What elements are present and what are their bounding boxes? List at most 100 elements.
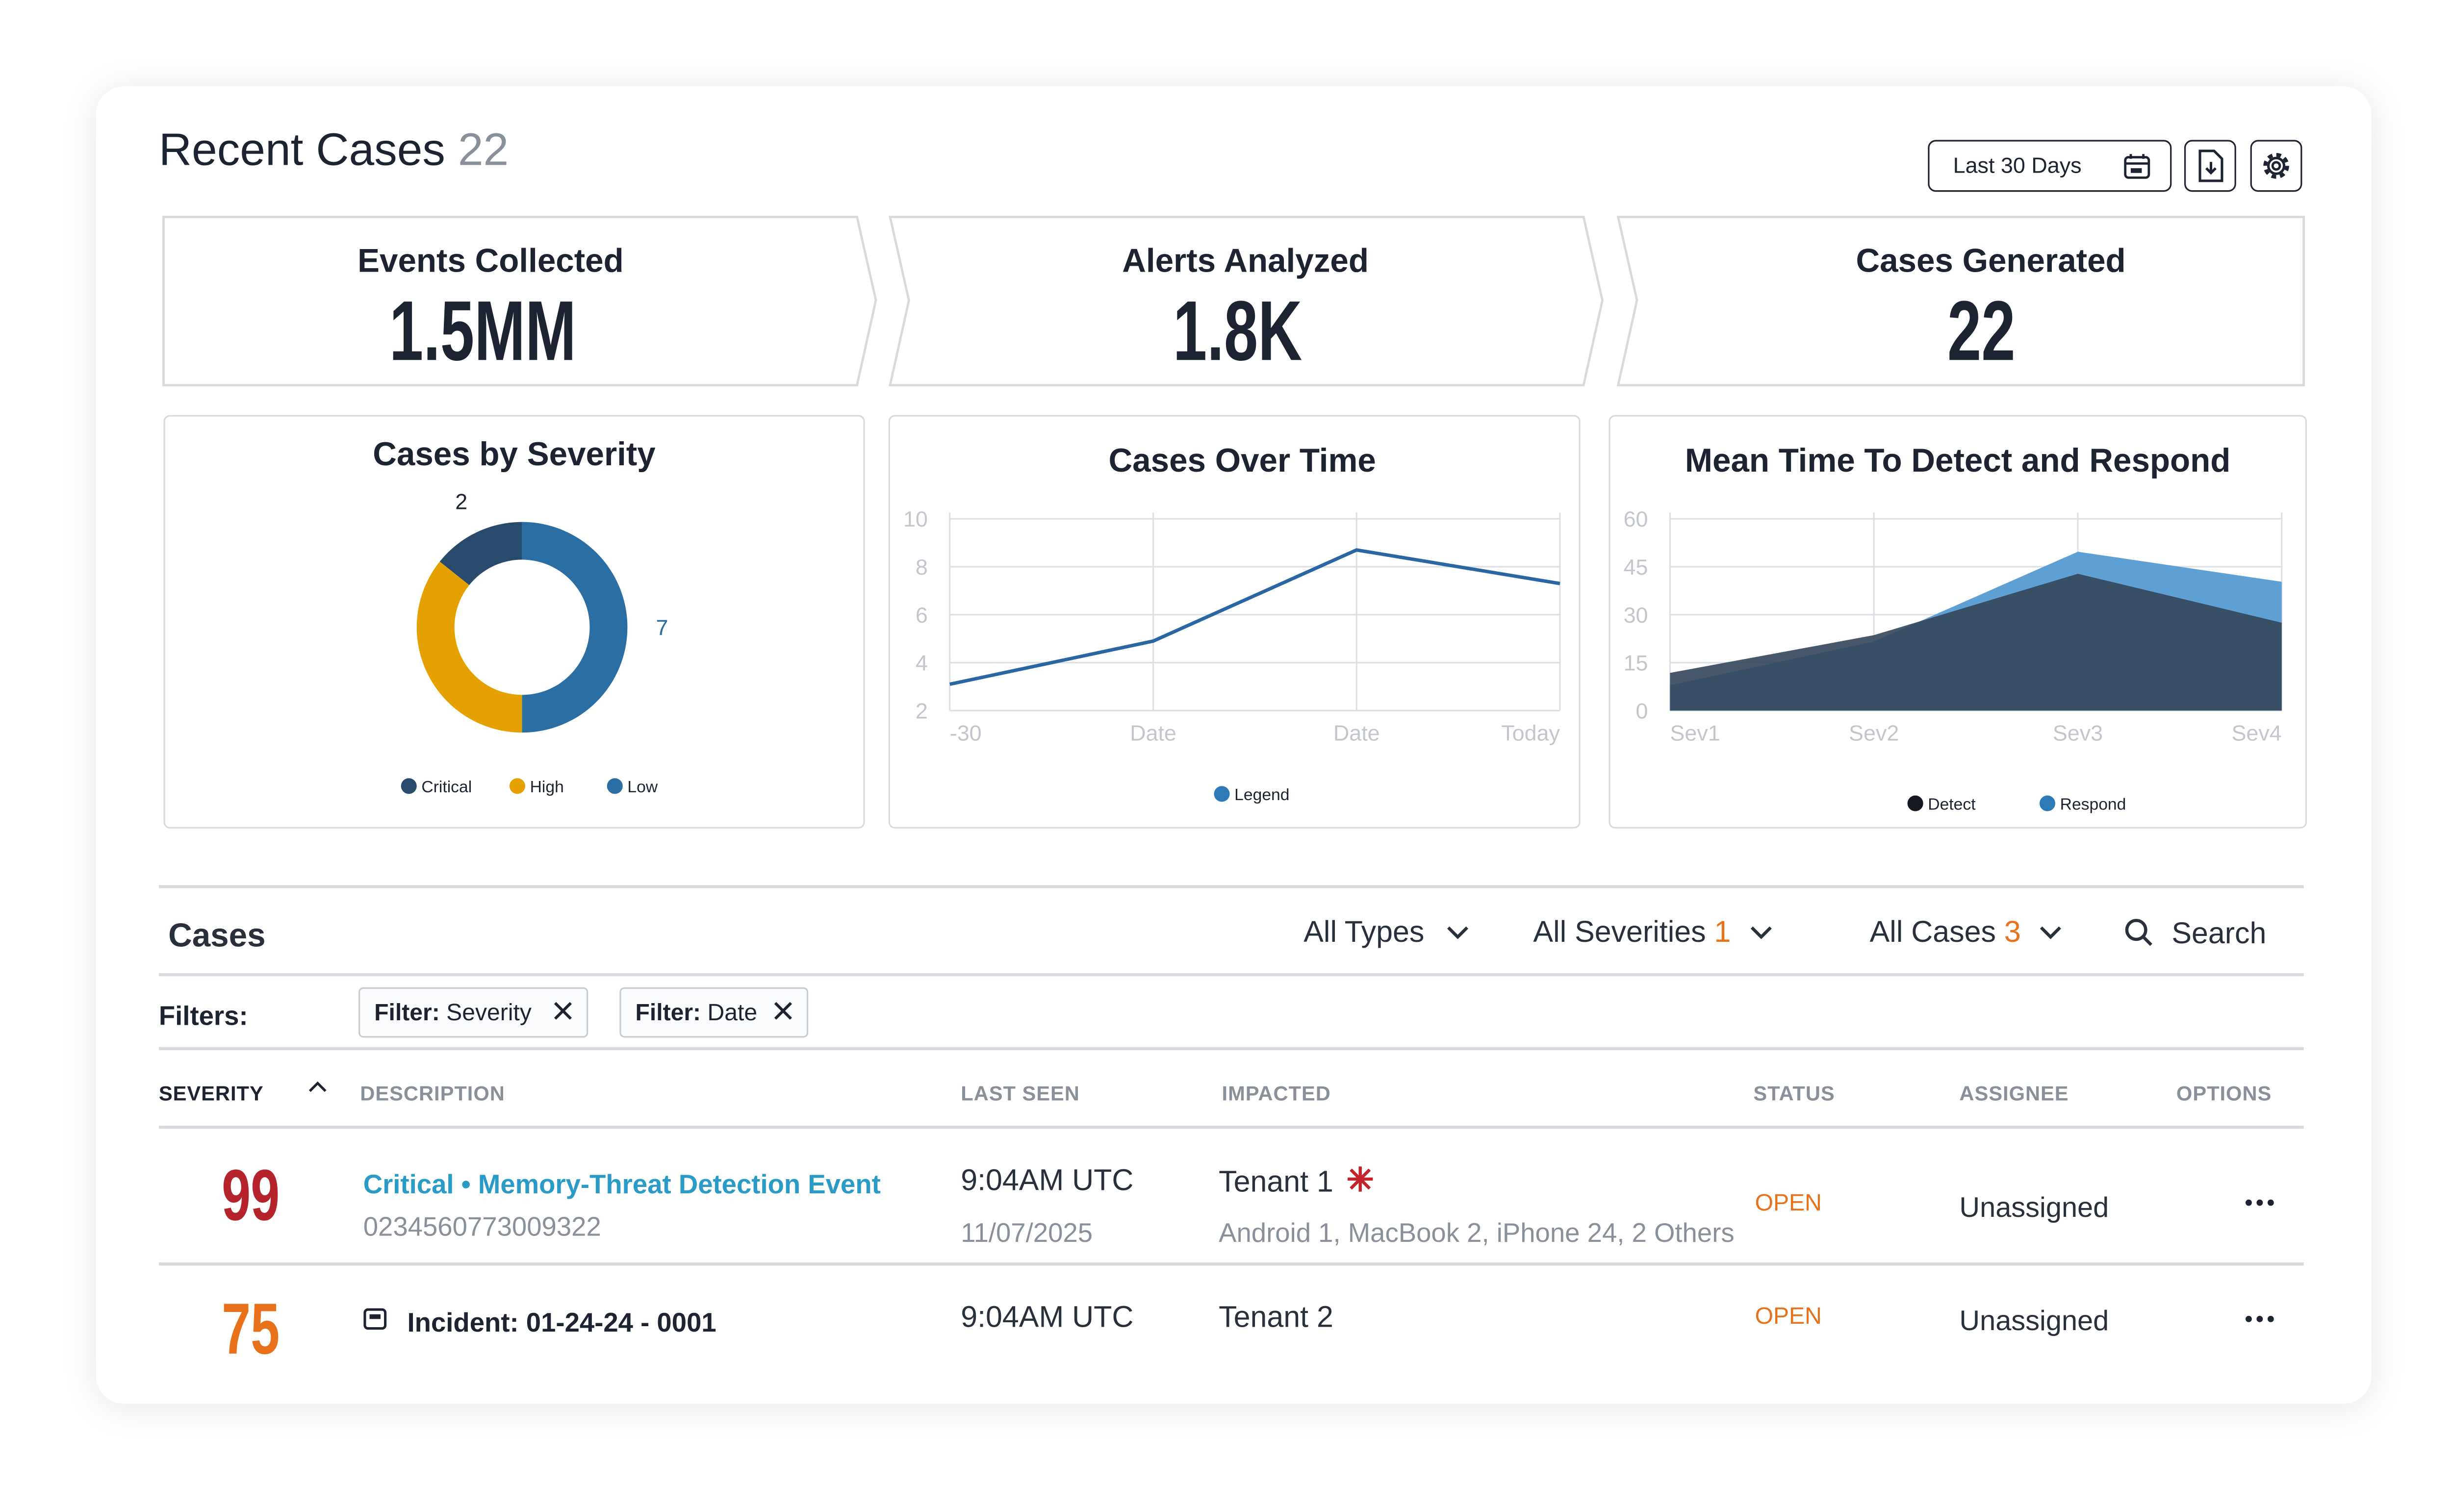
column-header: DESCRIPTION (360, 1082, 505, 1106)
search[interactable]: Search (2124, 918, 2266, 953)
filter-chip: Filter: Date (619, 987, 808, 1038)
case-id: 0234560773009322 (363, 1212, 601, 1242)
area (1670, 574, 2282, 711)
kpi-value: 22 (1947, 284, 2016, 379)
settings-button[interactable] (2250, 140, 2302, 192)
charts: 2 7 Critical High Low 2 4 6 8 10 -30 Date Date Today L… (401, 489, 2283, 813)
value-label: 7 (656, 615, 668, 640)
legend-label: Low (627, 778, 658, 796)
chip-value: Date (707, 1000, 758, 1027)
severity-dropdown[interactable]: All Severities 1 (1533, 916, 1774, 951)
options-button[interactable] (2244, 1314, 2275, 1324)
y-tick-label: 45 (1624, 554, 1648, 580)
dropdown-text: All Severities (1533, 916, 1706, 950)
legend-marker (1214, 786, 1230, 802)
chart-title: Cases Over Time (1108, 443, 1376, 480)
title-count: 22 (458, 126, 509, 176)
dropdown-text: All Types (1303, 916, 1425, 950)
case-title-link[interactable]: Incident: 01-24-24 - 0001 (407, 1308, 716, 1338)
kpi-value: 1.5MM (389, 284, 576, 379)
page-title: Recent Cases 22 (159, 126, 509, 178)
chip-key: Filter: (374, 1000, 440, 1027)
divider (158, 885, 2304, 888)
devices: Android 1, MacBook 2, iPhone 24, 2 Other… (1219, 1218, 1735, 1249)
y-tick-label: 30 (1624, 603, 1648, 628)
dropdown-text: All Cases (1869, 916, 1996, 950)
chip-close[interactable] (773, 1002, 792, 1020)
chevron-icon (1750, 926, 1772, 939)
legend-marker (607, 778, 623, 794)
legend-marker (1907, 795, 1923, 811)
status: OPEN (1755, 1303, 1822, 1330)
column-header: ASSIGNEE (1959, 1082, 2069, 1106)
cases-dropdown[interactable]: All Cases 3 (1870, 916, 2064, 951)
kpi-label: Alerts Analyzed (1122, 244, 1369, 280)
y-tick-label: 2 (916, 698, 928, 723)
chart-title: Mean Time To Detect and Respond (1685, 443, 2231, 480)
column-header: LAST SEEN (961, 1082, 1080, 1106)
title-text: Recent Cases (158, 126, 445, 176)
donut-slice (439, 522, 522, 585)
severity-score: 99 (222, 1154, 280, 1236)
column-header: IMPACTED (1222, 1082, 1331, 1106)
kpi-value: 1.8K (1173, 284, 1303, 379)
chip-key: Filter: (635, 1000, 701, 1027)
filter-chip: Filter: Severity (358, 987, 588, 1038)
incident-icon (363, 1308, 387, 1330)
x-tick-label: Date (1130, 720, 1176, 745)
chart-panel (163, 415, 865, 829)
filters-label: Filters: (158, 1001, 248, 1032)
chip-value: Severity (446, 1000, 532, 1027)
divider (158, 1262, 2304, 1265)
y-tick-label: 10 (903, 506, 928, 531)
download-icon (2198, 150, 2223, 182)
donut-slice (522, 522, 628, 733)
status: OPEN (1755, 1190, 1822, 1217)
last-seen-time: 9:04AM UTC (961, 1165, 1134, 1198)
x-tick-label: Date (1333, 720, 1380, 745)
y-tick-label: 60 (1624, 506, 1648, 531)
legend-marker (2039, 795, 2056, 811)
legend-marker (509, 778, 526, 794)
dropdown-count: 3 (2004, 916, 2021, 950)
x-tick-label: Sev3 (2053, 720, 2103, 745)
case-title-link[interactable]: Critical • Memory-Threat Detection Event (363, 1169, 881, 1200)
column-header: STATUS (1753, 1082, 1835, 1106)
line (949, 548, 1560, 686)
alert-icon (1348, 1166, 1373, 1192)
divider (158, 1047, 2304, 1050)
options-button[interactable] (2244, 1198, 2275, 1207)
last-seen-time: 9:04AM UTC (961, 1302, 1134, 1335)
assignee: Unassigned (1959, 1305, 2109, 1336)
last-seen-date: 11/07/2025 (961, 1218, 1093, 1249)
legend-marker (401, 778, 417, 794)
search-text: Search (2171, 918, 2267, 951)
section-title: Cases (168, 918, 266, 955)
y-tick-label: 6 (916, 603, 928, 628)
type-dropdown[interactable]: All Types (1303, 916, 1470, 951)
download-button[interactable] (2184, 140, 2236, 192)
column-header[interactable]: SEVERITY (158, 1082, 264, 1106)
kpi-box (888, 216, 1604, 387)
chevron-icon (1447, 926, 1469, 939)
x-tick-label: Sev1 (1670, 720, 1720, 745)
chart-title: Cases by Severity (373, 437, 656, 474)
assignee: Unassigned (1959, 1191, 2109, 1223)
donut-slice (416, 561, 522, 733)
tenant: Tenant 2 (1219, 1302, 1333, 1335)
legend-label: High (530, 778, 564, 796)
search-icon (2125, 919, 2152, 946)
y-tick-label: 4 (916, 651, 928, 676)
divider (158, 973, 2304, 976)
legend-label: Legend (1234, 786, 1289, 804)
chip-close[interactable] (554, 1002, 572, 1020)
settings-icon (2263, 153, 2289, 179)
tenant: Tenant 1 (1219, 1165, 1375, 1201)
severity-score: 75 (222, 1287, 280, 1369)
dropdown-count: 1 (1714, 916, 1731, 950)
legend-label: Respond (2060, 795, 2126, 813)
tenant-text: Tenant 1 (1219, 1166, 1333, 1200)
date-range-button[interactable]: Last 30 Days (1928, 140, 2172, 192)
